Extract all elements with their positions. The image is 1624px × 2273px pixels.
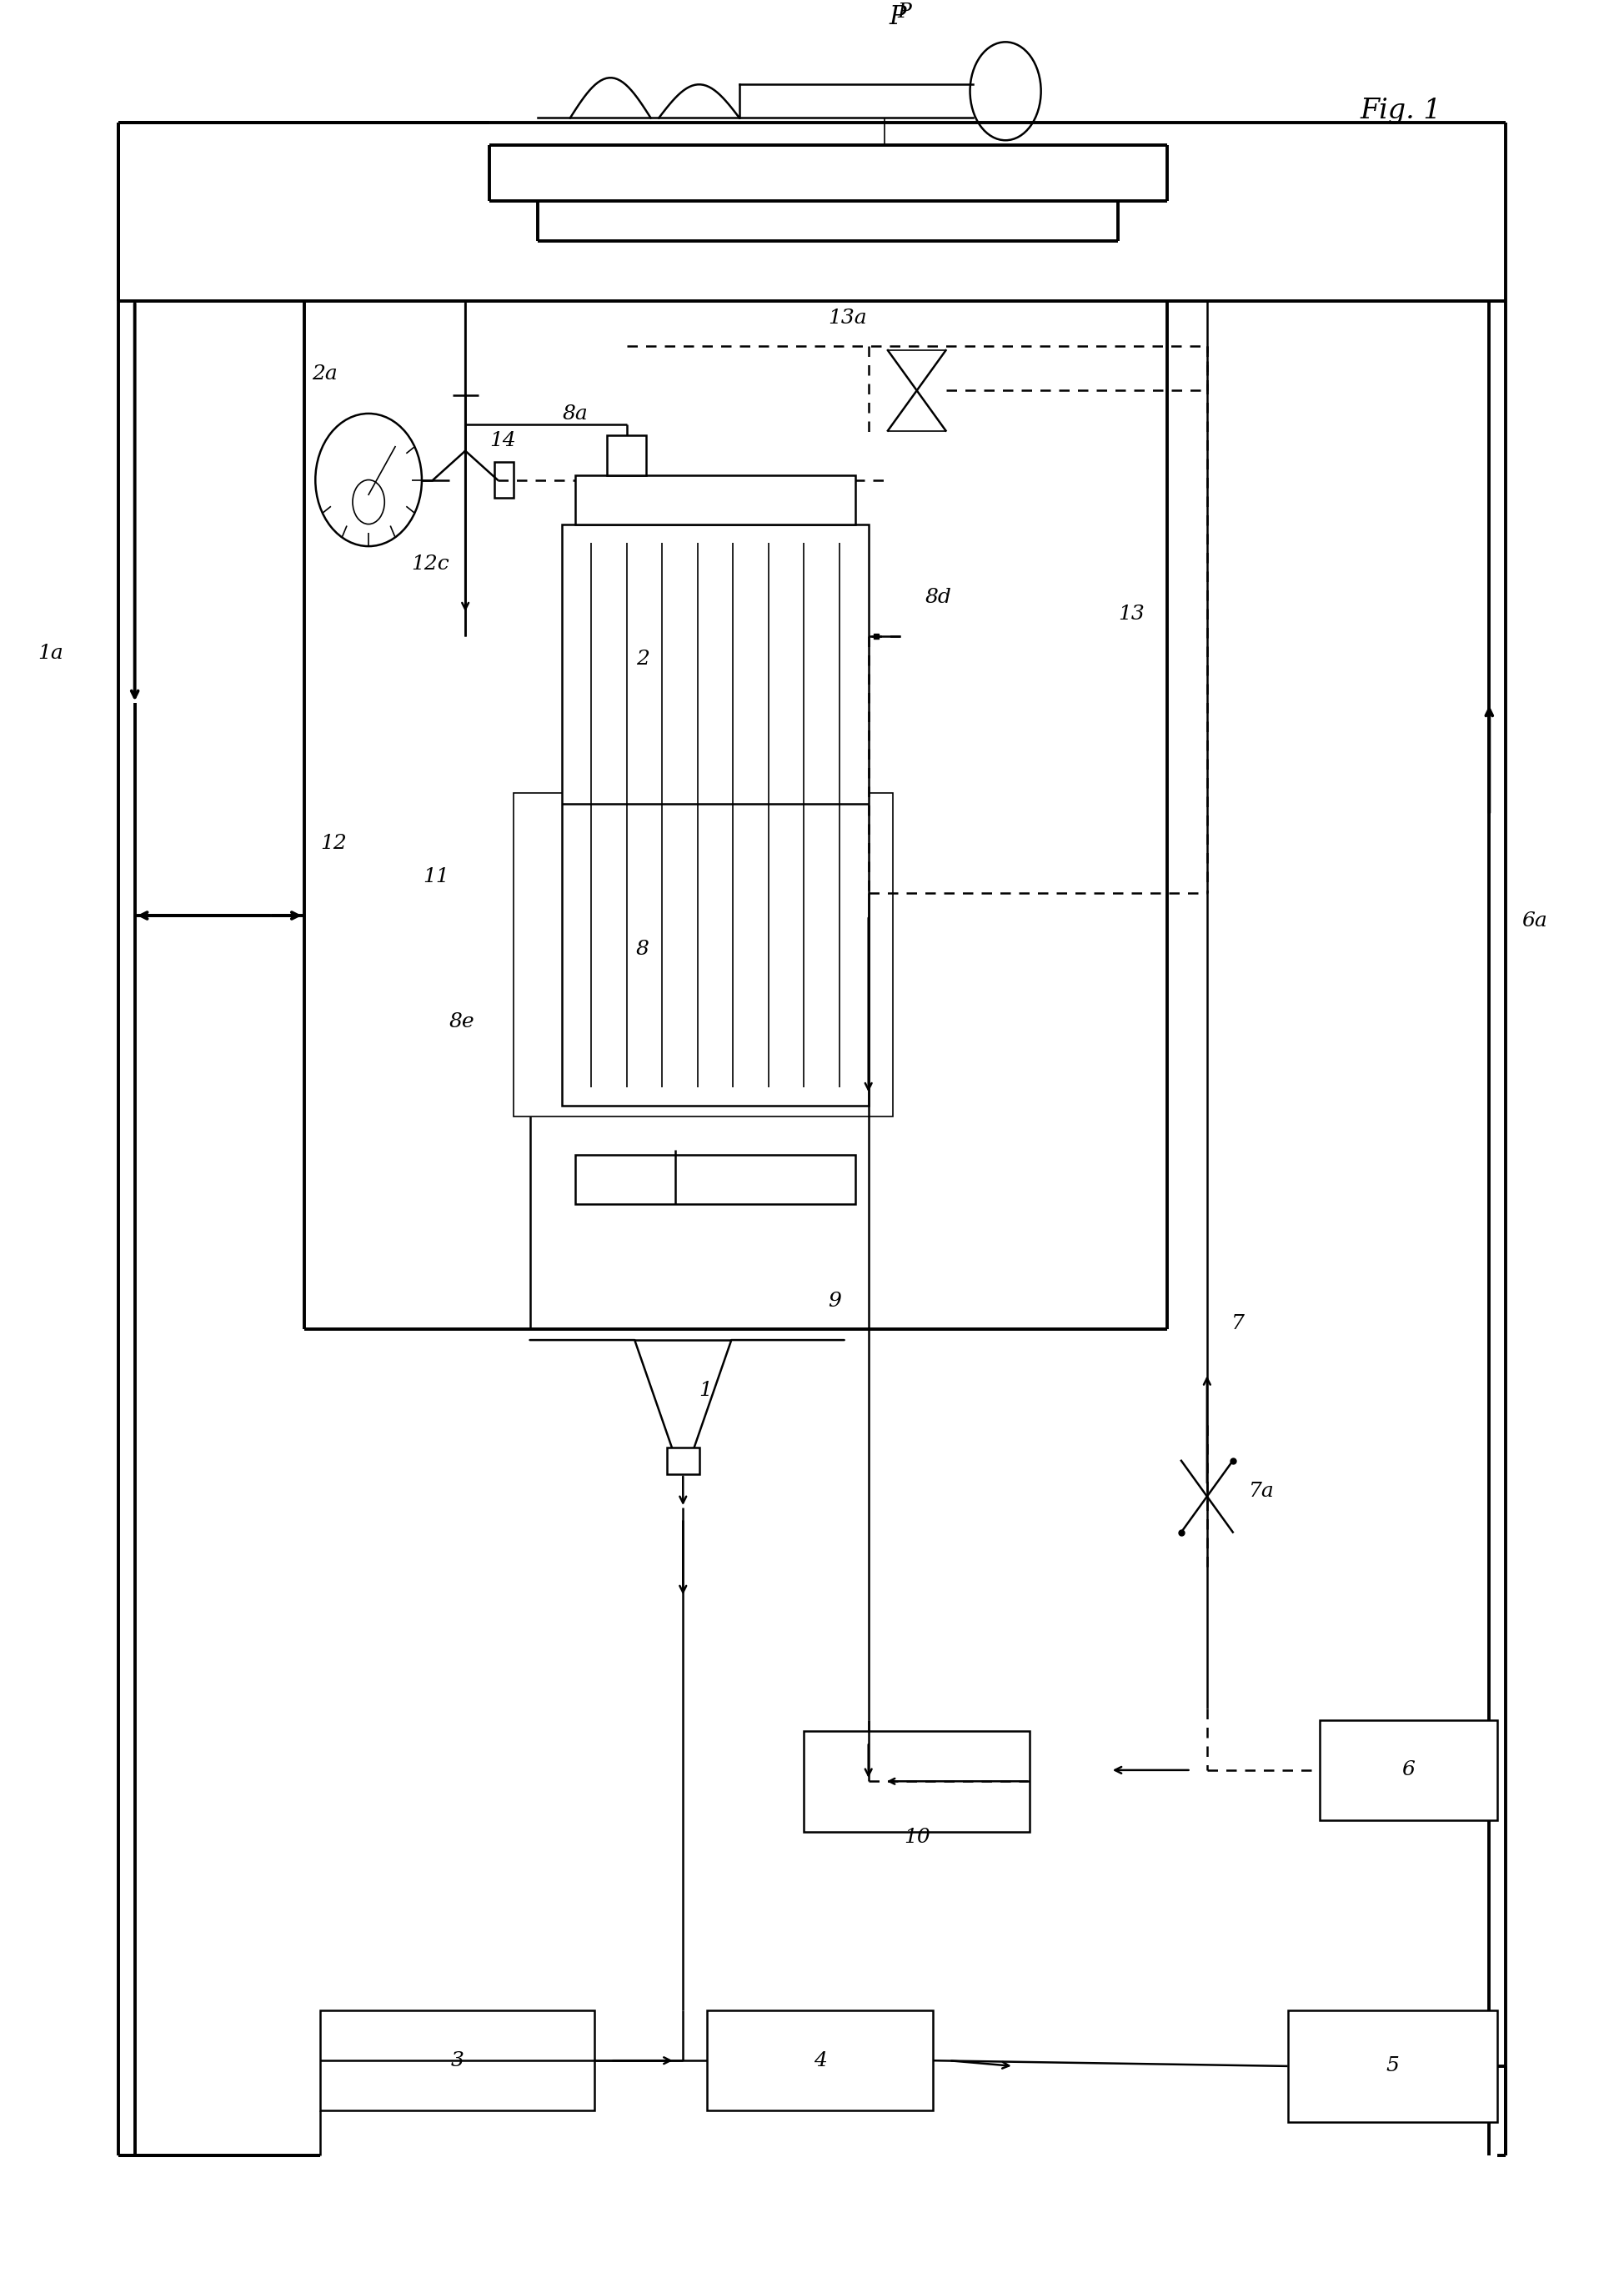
Text: 7a: 7a [1249, 1482, 1275, 1500]
Text: 2: 2 [637, 650, 650, 668]
Text: 6a: 6a [1522, 911, 1548, 932]
Text: 7: 7 [1231, 1314, 1244, 1332]
Bar [494, 461, 513, 498]
Bar [1320, 1721, 1497, 1821]
Text: 10: 10 [903, 1827, 931, 1846]
Bar [575, 475, 856, 525]
Text: 8a: 8a [562, 405, 588, 423]
Text: 2a: 2a [312, 364, 338, 384]
Text: 13: 13 [1119, 605, 1145, 623]
Text: 12: 12 [320, 834, 346, 852]
Text: 14: 14 [489, 432, 516, 450]
Bar [575, 1155, 856, 1205]
Bar [320, 2009, 594, 2112]
Text: 8e: 8e [450, 1011, 474, 1032]
Text: 11: 11 [422, 866, 450, 886]
Bar [513, 793, 893, 1116]
Ellipse shape [315, 414, 422, 546]
Circle shape [352, 480, 385, 525]
Text: P: P [890, 5, 906, 30]
Bar [607, 434, 646, 475]
Text: Fig. 1: Fig. 1 [1361, 98, 1442, 125]
Text: 1: 1 [698, 1382, 713, 1400]
Bar [804, 1732, 1030, 1832]
Text: 3: 3 [450, 2050, 464, 2071]
Text: P: P [898, 2, 911, 20]
Text: 13a: 13a [828, 309, 867, 327]
Bar [562, 525, 869, 1105]
Text: 9: 9 [828, 1291, 841, 1312]
Text: 8d: 8d [926, 589, 952, 607]
Bar [1288, 2009, 1497, 2123]
Circle shape [970, 41, 1041, 141]
Text: 12c: 12c [411, 555, 450, 573]
Text: 5: 5 [1385, 2057, 1400, 2075]
Text: 8: 8 [637, 939, 650, 959]
Text: 1a: 1a [37, 643, 63, 664]
Text: 4: 4 [814, 2050, 827, 2071]
Text: 6: 6 [1402, 1762, 1415, 1780]
Bar [706, 2009, 932, 2112]
Bar [667, 1448, 698, 1475]
